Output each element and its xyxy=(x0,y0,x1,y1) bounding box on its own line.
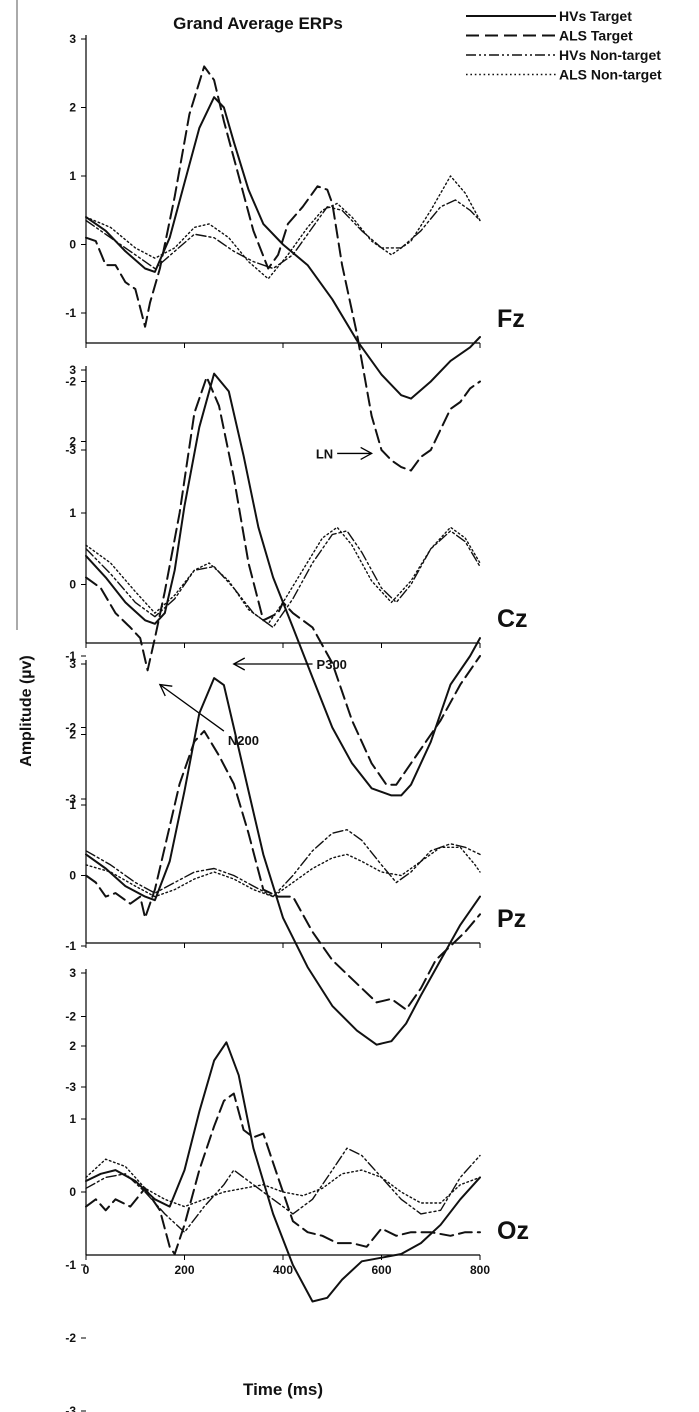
y-tick-label: -2 xyxy=(65,1331,76,1345)
legend-label: HVs Target xyxy=(559,8,632,24)
y-tick-label: 3 xyxy=(69,32,76,46)
y-tick-label: 2 xyxy=(69,1039,76,1053)
y-tick-label: -1 xyxy=(65,1258,76,1272)
series-line-solid xyxy=(85,372,481,797)
y-tick-label: 1 xyxy=(69,798,76,812)
series-line-dotted xyxy=(85,1158,481,1208)
legend-label: HVs Non-target xyxy=(559,47,661,63)
y-tick-label: -3 xyxy=(65,1404,76,1412)
annotation-label: LN xyxy=(316,446,333,461)
y-tick-label: 0 xyxy=(69,1185,76,1199)
series-line-dashdotdot xyxy=(85,199,481,270)
series-line-solid xyxy=(85,677,481,1046)
panel-pz: 3 2 1 0 -1 -2 -3 Pz P300 xyxy=(65,657,526,1094)
y-tick-label: 3 xyxy=(69,657,76,671)
series-line-dashed xyxy=(85,1092,481,1255)
y-tick-label: 2 xyxy=(69,728,76,742)
series-line-dashed xyxy=(85,376,481,786)
y-axis-label: Amplitude (µv) xyxy=(18,655,35,766)
y-tick-label: 0 xyxy=(69,578,76,592)
annotation-label: P300 xyxy=(317,657,347,672)
x-tick-label: 200 xyxy=(174,1263,194,1277)
y-tick-label: 1 xyxy=(69,1112,76,1126)
y-tick-label: 3 xyxy=(69,966,76,980)
panel-fz: 3 2 1 0 -1 -2 -3 Fz LN xyxy=(65,32,525,472)
annotation-label: N200 xyxy=(228,733,259,748)
series-line-dashdotdot xyxy=(85,829,481,898)
y-tick-label: -2 xyxy=(65,375,76,389)
x-tick-label: 800 xyxy=(470,1263,490,1277)
series-line-dotted xyxy=(85,526,481,625)
series-line-dotted xyxy=(85,846,481,898)
panel-cz: 3 2 1 0 -1 -2 -3 Cz N200 xyxy=(65,363,527,806)
y-tick-label: -1 xyxy=(65,306,76,320)
series-line-dashdotdot xyxy=(85,1147,481,1233)
y-tick-label: 1 xyxy=(69,169,76,183)
x-tick-label: 0 xyxy=(83,1263,90,1277)
y-tick-label: 1 xyxy=(69,506,76,520)
annotation-arrow-head xyxy=(232,657,246,671)
y-tick-label: -1 xyxy=(65,649,76,663)
panel-oz: 3 2 1 0 -1 -2 -3 0 200 400 600 800 Oz xyxy=(65,966,529,1412)
electrode-label: Cz xyxy=(497,605,528,633)
annotation-arrow-head xyxy=(360,446,374,460)
legend-label: ALS Target xyxy=(559,28,633,44)
chart-title: Grand Average ERPs xyxy=(173,14,343,33)
series-line-dotted xyxy=(85,175,481,280)
legend: HVs Target ALS Target HVs Non-target ALS No… xyxy=(466,8,662,83)
y-tick-label: -2 xyxy=(65,721,76,735)
y-tick-label: -3 xyxy=(65,1080,76,1094)
annotation-arrow-shaft xyxy=(159,684,225,732)
y-tick-label: 2 xyxy=(69,101,76,115)
y-tick-label: -3 xyxy=(65,792,76,806)
series-line-dashdotdot xyxy=(85,530,481,629)
series-line-dashed xyxy=(85,730,481,1011)
series-line-solid xyxy=(85,96,481,400)
x-tick-label: 600 xyxy=(371,1263,391,1277)
y-tick-label: -3 xyxy=(65,443,76,457)
electrode-label: Oz xyxy=(497,1217,529,1245)
y-tick-label: -1 xyxy=(65,939,76,953)
series-line-dashed xyxy=(85,65,481,472)
x-tick-label: 400 xyxy=(273,1263,293,1277)
y-tick-label: 0 xyxy=(69,238,76,252)
legend-label: ALS Non-target xyxy=(559,67,662,83)
annotation-arrow-head xyxy=(158,683,173,697)
y-tick-label: 2 xyxy=(69,435,76,449)
y-tick-label: 3 xyxy=(69,363,76,377)
x-axis-label: Time (ms) xyxy=(243,1380,323,1399)
series-line-solid xyxy=(85,1041,481,1303)
y-tick-label: 0 xyxy=(69,869,76,883)
electrode-label: Pz xyxy=(497,905,526,933)
electrode-label: Fz xyxy=(497,305,525,333)
y-tick-label: -2 xyxy=(65,1010,76,1024)
